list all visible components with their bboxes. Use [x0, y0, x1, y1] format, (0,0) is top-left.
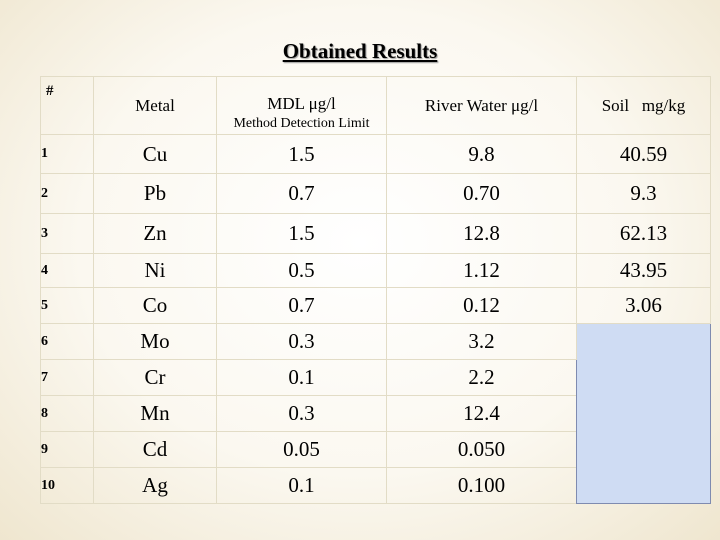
row-number: 9 — [40, 431, 94, 468]
header-river-water: River Water μg/l — [386, 76, 577, 135]
table-row: 8 Mn 0.3 12.4 — [40, 395, 711, 432]
table-row: 10 Ag 0.1 0.100 — [40, 467, 711, 504]
mdl-cell: 0.3 — [216, 395, 387, 432]
mdl-cell: 0.7 — [216, 173, 387, 214]
row-number: 10 — [40, 467, 94, 504]
mdl-cell: 0.1 — [216, 359, 387, 396]
results-table: # Metal MDL μg/l Method Detection Limit … — [40, 76, 711, 504]
metal-cell: Ni — [93, 253, 217, 288]
soil-cell: 43.95 — [576, 253, 711, 288]
river-water-cell: 12.8 — [386, 213, 577, 254]
river-water-cell: 12.4 — [386, 395, 577, 432]
header-serial: # — [40, 76, 94, 135]
row-number: 3 — [40, 213, 94, 254]
soil-cell: 40.59 — [576, 134, 711, 174]
table-header-row: # Metal MDL μg/l Method Detection Limit … — [40, 76, 711, 135]
mdl-cell: 1.5 — [216, 134, 387, 174]
table-row: 5 Co 0.7 0.12 3.06 — [40, 287, 711, 324]
header-mdl-subtitle: Method Detection Limit — [233, 116, 370, 131]
row-number: 7 — [40, 359, 94, 396]
river-water-cell: 9.8 — [386, 134, 577, 174]
soil-blank-block — [576, 323, 711, 504]
river-water-cell: 2.2 — [386, 359, 577, 396]
header-mdl-label: MDL μg/l — [267, 93, 336, 113]
metal-cell: Co — [93, 287, 217, 324]
mdl-cell: 0.1 — [216, 467, 387, 504]
table-row: 1 Cu 1.5 9.8 40.59 — [40, 134, 711, 174]
mdl-cell: 0.7 — [216, 287, 387, 324]
header-mdl: MDL μg/l Method Detection Limit — [216, 76, 387, 135]
row-number: 1 — [40, 134, 94, 174]
metal-cell: Mo — [93, 323, 217, 360]
table-row: 9 Cd 0.05 0.050 — [40, 431, 711, 468]
river-water-cell: 0.100 — [386, 467, 577, 504]
page-title: Obtained Results — [282, 39, 438, 63]
river-water-cell: 3.2 — [386, 323, 577, 360]
soil-cell: 3.06 — [576, 287, 711, 324]
mdl-cell: 1.5 — [216, 213, 387, 254]
metal-cell: Cr — [93, 359, 217, 396]
river-water-cell: 0.050 — [386, 431, 577, 468]
table-row: 2 Pb 0.7 0.70 9.3 — [40, 173, 711, 214]
soil-cell: 62.13 — [576, 213, 711, 254]
table-row: 3 Zn 1.5 12.8 62.13 — [40, 213, 711, 254]
metal-cell: Zn — [93, 213, 217, 254]
river-water-cell: 0.12 — [386, 287, 577, 324]
mdl-cell: 0.3 — [216, 323, 387, 360]
metal-cell: Pb — [93, 173, 217, 214]
row-number: 4 — [40, 253, 94, 288]
soil-cell: 9.3 — [576, 173, 711, 214]
mdl-cell: 0.5 — [216, 253, 387, 288]
river-water-cell: 0.70 — [386, 173, 577, 214]
table-row: 7 Cr 0.1 2.2 — [40, 359, 711, 396]
table-row: 6 Mo 0.3 3.2 — [40, 323, 711, 504]
header-soil: Soil mg/kg — [576, 76, 711, 135]
table-row: 4 Ni 0.5 1.12 43.95 — [40, 253, 711, 288]
metal-cell: Cu — [93, 134, 217, 174]
row-number: 5 — [40, 287, 94, 324]
mdl-cell: 0.05 — [216, 431, 387, 468]
row-number: 6 — [40, 323, 94, 360]
header-metal: Metal — [93, 76, 217, 135]
metal-cell: Cd — [93, 431, 217, 468]
river-water-cell: 1.12 — [386, 253, 577, 288]
row-number: 2 — [40, 173, 94, 214]
metal-cell: Mn — [93, 395, 217, 432]
metal-cell: Ag — [93, 467, 217, 504]
row-number: 8 — [40, 395, 94, 432]
